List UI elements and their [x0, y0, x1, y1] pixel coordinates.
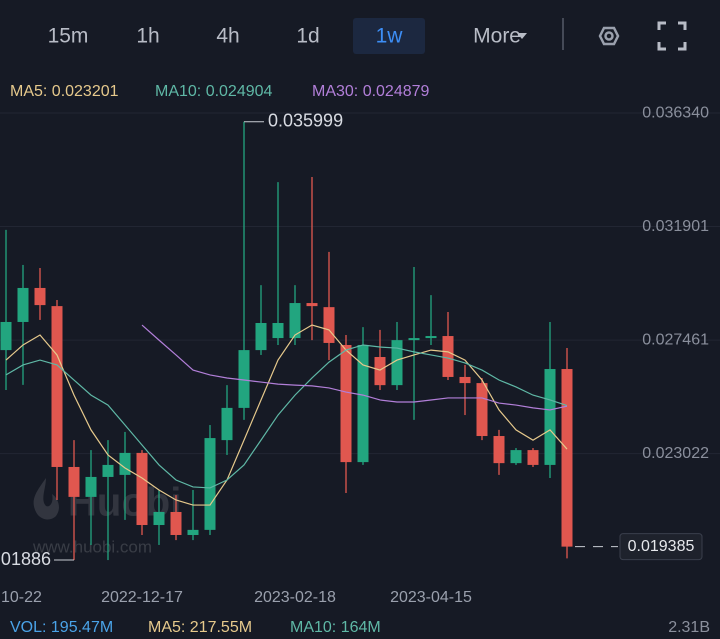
- settings-hex: [598, 26, 620, 46]
- max-label: 0.035999: [268, 111, 343, 131]
- candle-body: [119, 452, 131, 475]
- watermark-logo: [33, 478, 59, 520]
- volume-axis-max: 2.31B: [668, 619, 710, 636]
- candle-body: [0, 321, 12, 351]
- y-tick-label: 0.031901: [642, 218, 709, 235]
- volume-ma10: MA10: 164M: [290, 619, 381, 636]
- candle-body: [340, 344, 352, 463]
- candle-body: [85, 476, 97, 497]
- candle-body: [527, 450, 539, 465]
- candle-body: [510, 450, 522, 464]
- candle-body: [374, 357, 386, 386]
- candle-body: [391, 340, 403, 386]
- candle-body: [51, 306, 63, 467]
- candle-body: [102, 464, 114, 477]
- candle-body: [204, 438, 216, 530]
- settings-icon[interactable]: [598, 26, 620, 46]
- x-tick-label: 10-22: [1, 589, 42, 606]
- candle-body: [136, 452, 148, 526]
- candle-body: [442, 336, 454, 377]
- candle-body: [544, 369, 556, 465]
- x-tick-label: 2022-12-17: [101, 589, 183, 606]
- active-tab-bg: [353, 18, 425, 54]
- fullscreen-icon[interactable]: [657, 21, 687, 51]
- candle-body: [459, 376, 471, 384]
- last-price-label: 0.019385: [628, 538, 695, 555]
- settings-dot: [604, 31, 614, 41]
- x-tick-label: 2023-02-18: [254, 589, 336, 606]
- candle-body: [17, 287, 29, 322]
- ma-legend: MA5: 0.023201: [10, 83, 119, 100]
- interval-tab[interactable]: 1d: [296, 25, 319, 48]
- y-tick-label: 0.036340: [642, 104, 709, 121]
- volume-label: VOL: 195.47M: [10, 619, 113, 636]
- candle-body: [153, 511, 165, 526]
- volume-row: VOL: 195.47M MA5: 217.55M MA10: 164M 2.3…: [10, 619, 710, 636]
- candle-body: [68, 466, 80, 497]
- interval-tab[interactable]: 1w: [376, 25, 404, 48]
- y-tick-label: 0.023022: [642, 445, 709, 462]
- watermark-url: www.huobi.com: [32, 537, 152, 556]
- last-price-tag: [619, 533, 703, 561]
- y-tick-label: 0.027461: [642, 331, 709, 348]
- candle-body: [306, 303, 318, 307]
- candle-body: [238, 350, 250, 408]
- candles: [0, 121, 573, 561]
- candle-body: [221, 407, 233, 441]
- candle-body: [255, 322, 267, 351]
- interval-tab[interactable]: 1h: [136, 25, 159, 48]
- candle-body: [170, 511, 182, 535]
- ma-line: [5, 344, 568, 489]
- candle-body: [323, 307, 335, 343]
- candle-body: [34, 287, 46, 306]
- candle-body: [476, 383, 488, 437]
- ma-line: [141, 324, 568, 411]
- candle-body: [561, 369, 573, 547]
- ma-line: [5, 324, 568, 506]
- candle-body: [289, 303, 301, 339]
- candle-body: [272, 322, 284, 339]
- ma-legend: MA10: 0.024904: [155, 83, 273, 100]
- candle-body: [187, 529, 199, 535]
- candle-body: [493, 436, 505, 464]
- interval-tab[interactable]: 15m: [48, 25, 89, 48]
- ma-legend: MA30: 0.024879: [312, 83, 430, 100]
- more-button[interactable]: More: [473, 25, 521, 48]
- interval-tab[interactable]: 4h: [216, 25, 239, 48]
- candle-body: [408, 338, 420, 341]
- min-label: 0.01886: [0, 549, 51, 569]
- candle-body: [425, 336, 437, 339]
- more-caret: [517, 33, 527, 39]
- candle-body: [357, 344, 369, 463]
- toolbar: More: [473, 18, 687, 51]
- volume-ma5: MA5: 217.55M: [148, 619, 252, 636]
- x-tick-label: 2023-04-15: [390, 589, 472, 606]
